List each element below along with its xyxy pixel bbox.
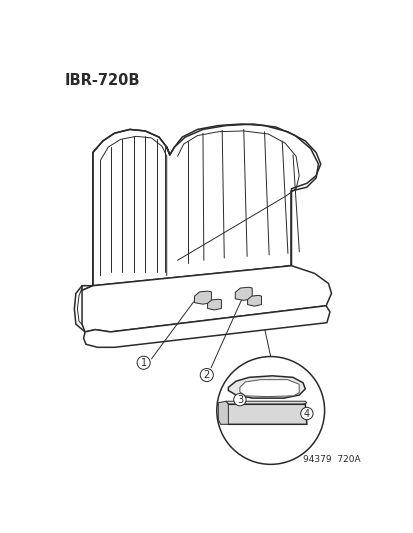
Polygon shape bbox=[74, 286, 93, 332]
Polygon shape bbox=[82, 124, 320, 291]
Polygon shape bbox=[225, 405, 306, 424]
Polygon shape bbox=[83, 306, 329, 348]
Polygon shape bbox=[218, 401, 228, 424]
Text: 1: 1 bbox=[140, 358, 146, 368]
Text: 3: 3 bbox=[236, 394, 242, 405]
Circle shape bbox=[137, 356, 150, 369]
Polygon shape bbox=[239, 379, 299, 397]
Polygon shape bbox=[247, 295, 261, 306]
Circle shape bbox=[233, 393, 245, 406]
Polygon shape bbox=[228, 376, 305, 398]
Polygon shape bbox=[194, 291, 211, 304]
Circle shape bbox=[300, 407, 312, 419]
Text: 2: 2 bbox=[203, 370, 209, 380]
Polygon shape bbox=[225, 401, 306, 405]
Circle shape bbox=[200, 368, 213, 382]
Text: 4: 4 bbox=[303, 408, 309, 418]
Polygon shape bbox=[235, 287, 252, 301]
Polygon shape bbox=[207, 299, 221, 310]
Circle shape bbox=[216, 357, 324, 464]
Polygon shape bbox=[82, 265, 331, 332]
Text: 94379  720A: 94379 720A bbox=[302, 455, 360, 464]
Text: IBR-720B: IBR-720B bbox=[64, 73, 140, 88]
